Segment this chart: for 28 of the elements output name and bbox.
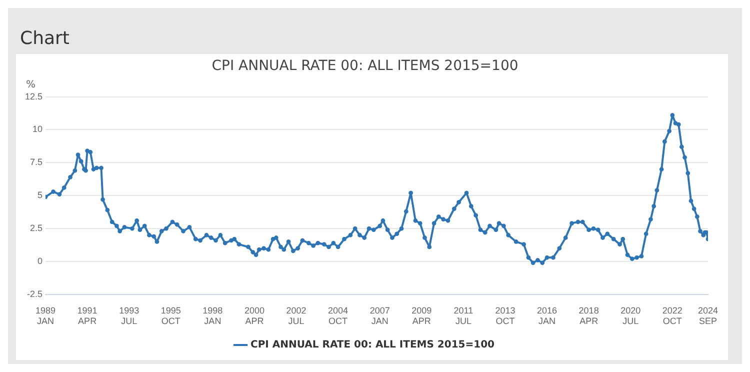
y-axis-title: % <box>26 79 36 90</box>
y-tick-label: 5 <box>38 190 43 200</box>
legend-label: CPI ANNUAL RATE 00: ALL ITEMS 2015=100 <box>250 340 495 351</box>
x-tick-label: 2016 JAN <box>537 305 558 326</box>
y-tick-label: 10 <box>32 124 43 134</box>
y-tick-label: 2.5 <box>30 223 43 234</box>
x-tick-label: 2024 SEP <box>698 305 718 326</box>
x-tick-label: 1991 APR <box>77 305 98 326</box>
x-tick-label: 2011 JUL <box>454 305 474 326</box>
y-tick-label: 7.5 <box>30 157 43 168</box>
y-tick-label: 12.5 <box>24 91 43 102</box>
y-tick-label: -2.5 <box>27 288 43 299</box>
text: Chart <box>19 27 70 51</box>
x-tick-label: 1989 JAN <box>36 305 56 326</box>
x-tick-label: 1998 JAN <box>202 305 223 326</box>
chart-title: CPI ANNUAL RATE 00: ALL ITEMS 2015=100 <box>212 58 518 74</box>
x-tick-label: 1993 JUL <box>119 305 140 326</box>
x-tick-label: 2022 OCT <box>662 305 682 326</box>
y-tick-label: 0 <box>38 256 43 266</box>
x-tick-label: 2009 APR <box>412 305 432 326</box>
x-tick-label: 2020 JUL <box>620 305 641 326</box>
x-tick-label: 2004 OCT <box>328 305 348 326</box>
x-tick-label: 2013 OCT <box>495 305 516 326</box>
x-tick-label: 2002 JUL <box>286 305 306 326</box>
x-tick-label: 2000 APR <box>244 305 264 326</box>
x-tick-label: 2018 APR <box>578 305 599 326</box>
x-tick-label: 1995 OCT <box>160 305 181 326</box>
x-tick-label: 2007 JAN <box>370 305 390 326</box>
